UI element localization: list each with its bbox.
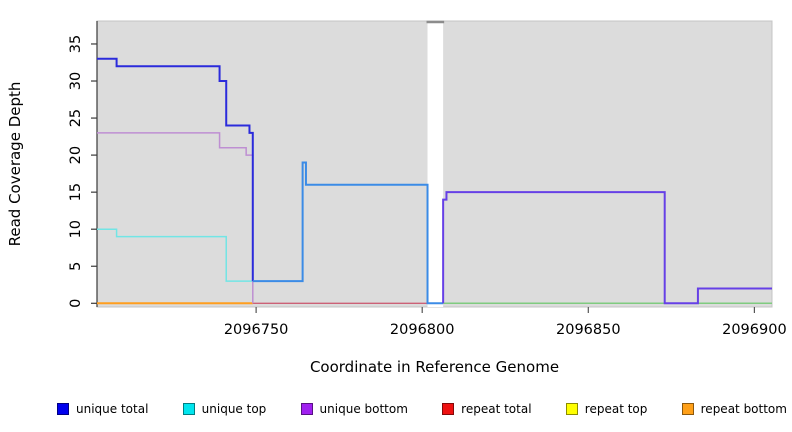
- legend-item-label: repeat top: [584, 402, 648, 416]
- x-tick-label: 2096750: [224, 322, 289, 338]
- series-line-unique-total-visible: [97, 57, 254, 282]
- legend-item-unique-bottom: unique bottom: [300, 402, 408, 416]
- x-tick-label: 2096800: [390, 322, 455, 338]
- legend-item-label: repeat bottom: [700, 402, 787, 416]
- y-tick-label: 20: [68, 146, 84, 164]
- y-tick-label: 30: [68, 72, 84, 90]
- legend: unique total unique top unique bottom repea…: [57, 398, 787, 420]
- legend-item-unique-top: unique top: [182, 402, 267, 416]
- legend-item-label: repeat total: [461, 402, 532, 416]
- x-axis-title: Coordinate in Reference Genome: [309, 358, 560, 376]
- legend-item-label: unique bottom: [319, 402, 408, 416]
- legend-item-repeat-bottom: repeat bottom: [681, 402, 787, 416]
- legend-color-swatch: [57, 403, 69, 415]
- legend-item-unique-total: unique total: [57, 402, 148, 416]
- legend-item-repeat-total: repeat total: [442, 402, 532, 416]
- y-tick-label: 10: [68, 220, 84, 238]
- series-line-total-top-overlap: [252, 161, 444, 305]
- y-tick-label: 35: [68, 35, 84, 53]
- series-line-unique-top-visible: [97, 228, 253, 282]
- legend-color-swatch: [182, 403, 195, 415]
- y-tick-label: 5: [68, 262, 84, 271]
- legend-item-repeat-top: repeat top: [565, 402, 648, 416]
- legend-item-label: unique total: [76, 402, 149, 416]
- legend-color-swatch: [442, 403, 455, 415]
- legend-color-swatch: [681, 403, 694, 415]
- legend-color-swatch: [565, 403, 578, 415]
- series-line-total-bottom-overlap-after-gap: [442, 191, 772, 305]
- x-tick-label: 2096850: [556, 322, 621, 338]
- y-tick-label: 25: [68, 109, 84, 127]
- y-tick-label: 15: [68, 183, 84, 201]
- y-tick-label: 0: [68, 299, 84, 308]
- legend-color-swatch: [300, 403, 313, 415]
- x-tick-label: 2096900: [722, 322, 787, 338]
- legend-item-label: unique top: [201, 402, 267, 416]
- plot-area: 2096750 2096800 2096850 2096900 0 5 10 15 20 25 30…: [68, 20, 787, 338]
- no-data-gap-band: [427, 22, 444, 307]
